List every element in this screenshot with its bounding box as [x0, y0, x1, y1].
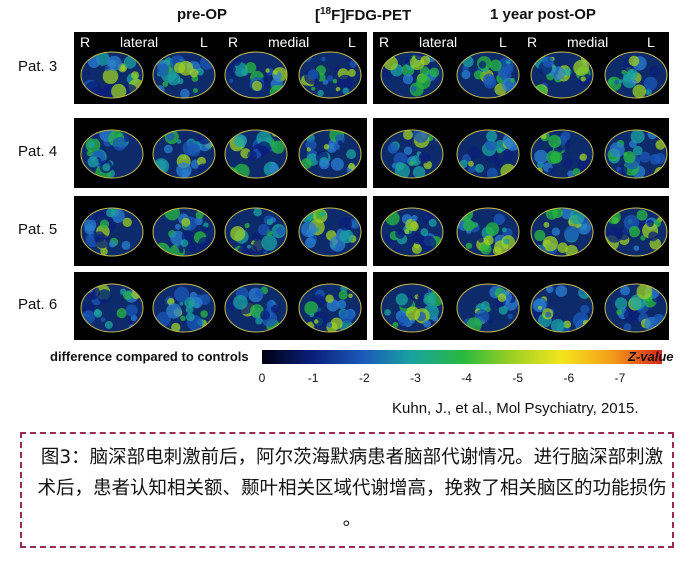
brain-scan-image	[529, 126, 595, 187]
brain-scan-image	[529, 204, 595, 265]
row-label: Pat. 4	[18, 143, 58, 160]
sublabel-l: L	[647, 34, 655, 50]
brain-scan-image	[151, 48, 217, 107]
sublabel-l: L	[200, 34, 208, 50]
brain-scan-image	[379, 48, 445, 107]
brain-scan-image	[603, 204, 669, 265]
brain-scan-image	[455, 48, 521, 107]
brain-scan-image	[297, 204, 363, 265]
colorbar-tick-label: -2	[358, 371, 370, 385]
brain-scan-image	[529, 280, 595, 341]
sublabel-medial: medial	[268, 34, 310, 50]
header-pre-op: pre-OP	[177, 6, 228, 23]
sublabel-lateral: lateral	[120, 34, 159, 50]
brain-scan-image	[151, 280, 217, 341]
row-label: Pat. 5	[18, 221, 58, 238]
colorbar-tick-label: -1	[307, 371, 319, 385]
sublabel-r: R	[228, 34, 239, 50]
brain-scan-image	[455, 280, 521, 341]
brain-scan-image	[223, 280, 289, 341]
brain-scan-image	[79, 126, 145, 187]
colorbar-tick-label: -7	[614, 371, 626, 385]
brain-scan-image	[297, 48, 363, 107]
brain-scan-image	[379, 280, 445, 341]
colorbar-tick-label: 0	[258, 371, 266, 385]
brain-scan-image	[455, 204, 521, 265]
sublabel-l: L	[348, 34, 356, 50]
colorbar-tick-label: -5	[512, 371, 524, 385]
brain-scan-image	[151, 204, 217, 265]
brain-scan-image	[529, 48, 595, 107]
colorbar-tick-label: -6	[563, 371, 575, 385]
brain-scan-image	[297, 280, 363, 341]
sublabel-medial: medial	[567, 34, 609, 50]
brain-scan-image	[151, 126, 217, 187]
caption-text: 图3：脑深部电刺激前后，阿尔茨海默病患者脑部代谢情况。进行脑深部刺激术后，患者认…	[37, 447, 667, 530]
header-fdg-pet: [18F]FDG-PET	[315, 6, 412, 24]
row-label: Pat. 6	[18, 296, 58, 313]
caption-box	[20, 432, 674, 548]
brain-scan-image	[79, 280, 145, 341]
colorbar-tick-label: -3	[410, 371, 421, 385]
sublabel-l: L	[499, 34, 507, 50]
header-post-op: 1 year post-OP	[490, 6, 596, 23]
brain-scan-image	[223, 204, 289, 265]
brain-scan-image	[603, 126, 669, 187]
brain-scan-image	[603, 48, 669, 107]
brain-scan-image	[79, 48, 145, 107]
sublabel-r: R	[527, 34, 538, 50]
colorbar-label: difference compared to controls	[50, 349, 249, 364]
brain-scan-image	[455, 126, 521, 187]
brain-scan-image	[603, 280, 669, 341]
brain-scan-image	[379, 126, 445, 187]
sublabel-r: R	[379, 34, 390, 50]
brain-scan-image	[223, 48, 289, 107]
sublabel-r: R	[80, 34, 91, 50]
row-label: Pat. 3	[18, 58, 58, 75]
brain-scan-image	[297, 126, 363, 187]
sublabel-lateral: lateral	[419, 34, 458, 50]
zvalue-label: Z-value	[628, 349, 674, 364]
brain-scan-image	[379, 204, 445, 265]
citation: Kuhn, J., et al., Mol Psychiatry, 2015.	[392, 400, 639, 417]
colorbar	[262, 350, 662, 364]
colorbar-tick-label: -4	[461, 371, 472, 385]
brain-scan-image	[223, 126, 289, 187]
brain-scan-image	[79, 204, 145, 265]
